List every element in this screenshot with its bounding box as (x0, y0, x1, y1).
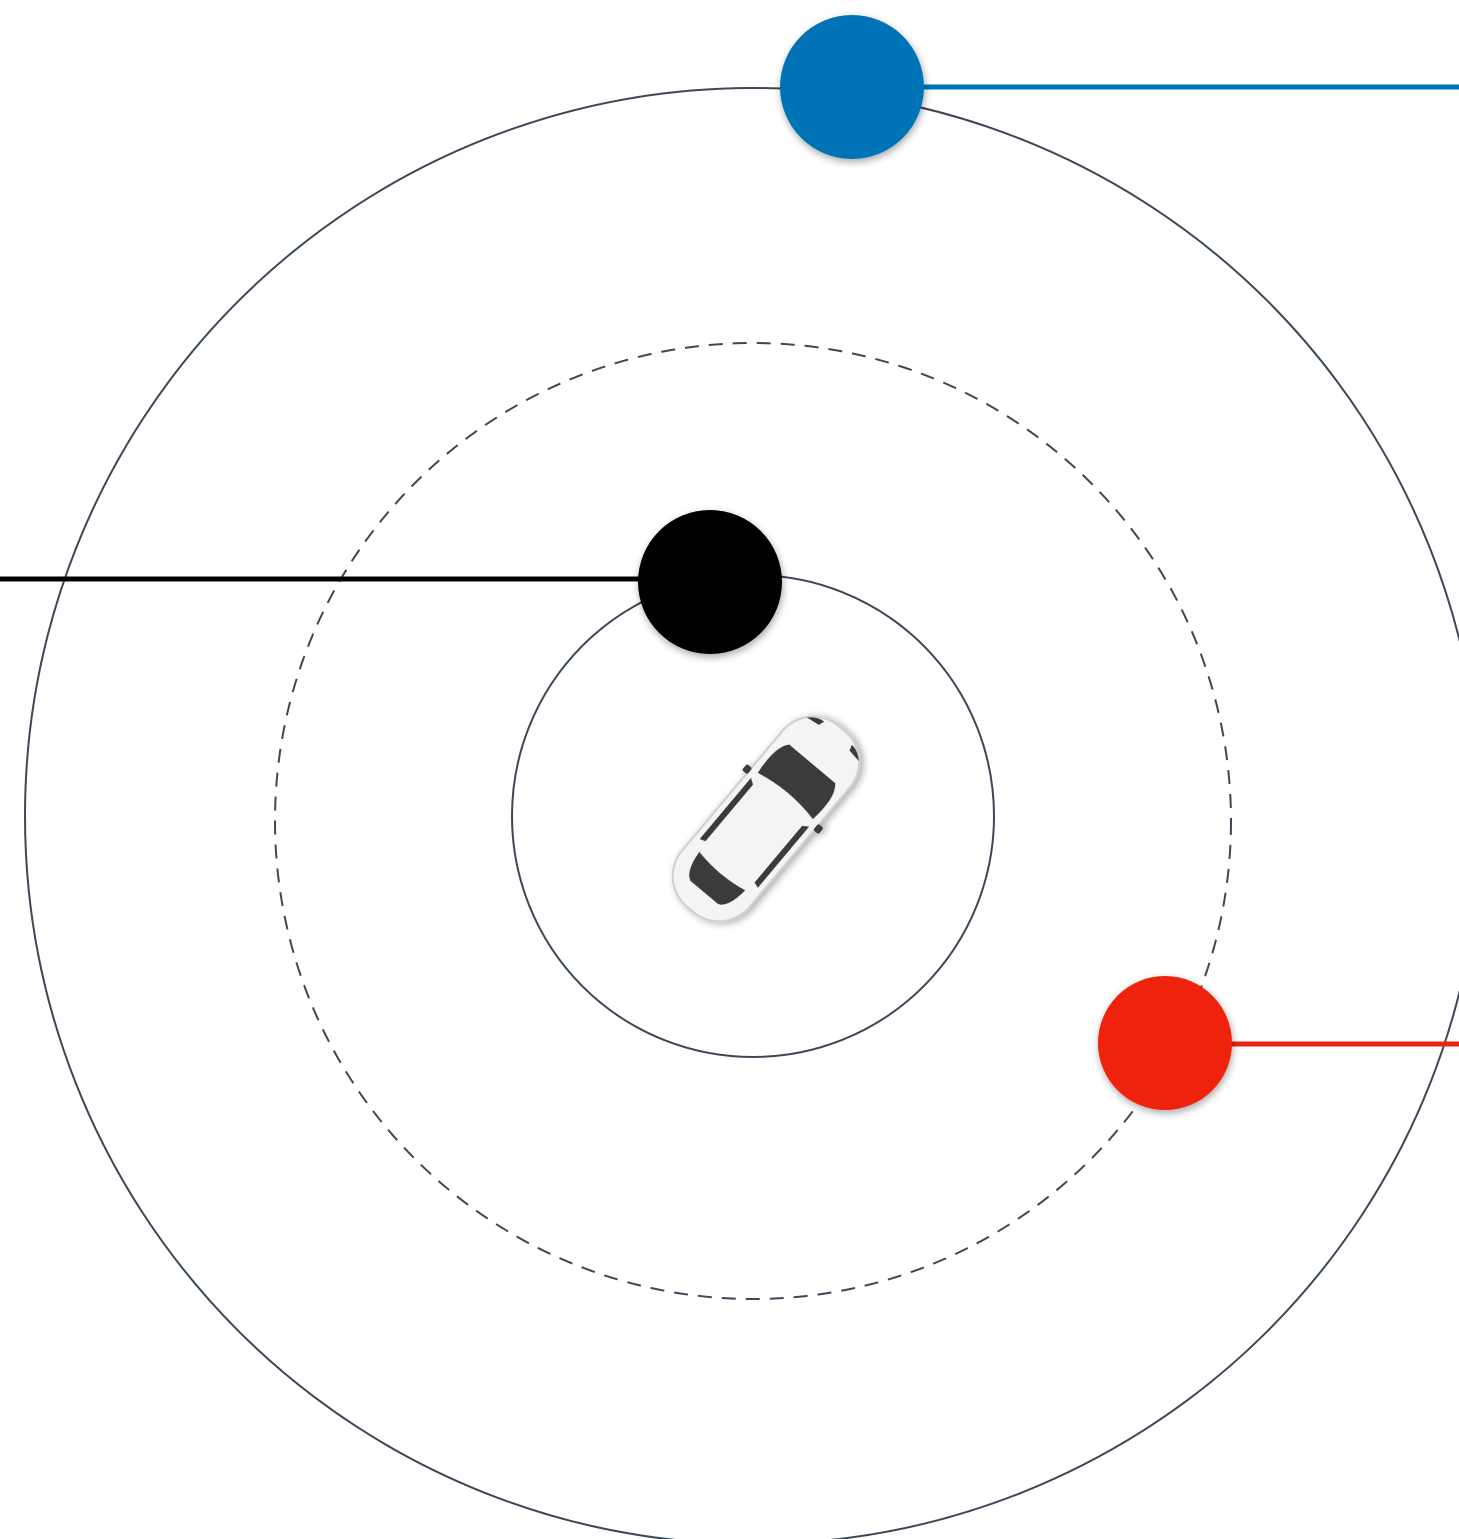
car-icon (671, 715, 861, 923)
red-marker[interactable] (1098, 976, 1232, 1110)
outer-ring (24, 87, 1459, 1539)
middle-ring (274, 342, 1232, 1300)
blue-marker[interactable] (780, 15, 924, 159)
black-marker[interactable] (638, 510, 782, 654)
